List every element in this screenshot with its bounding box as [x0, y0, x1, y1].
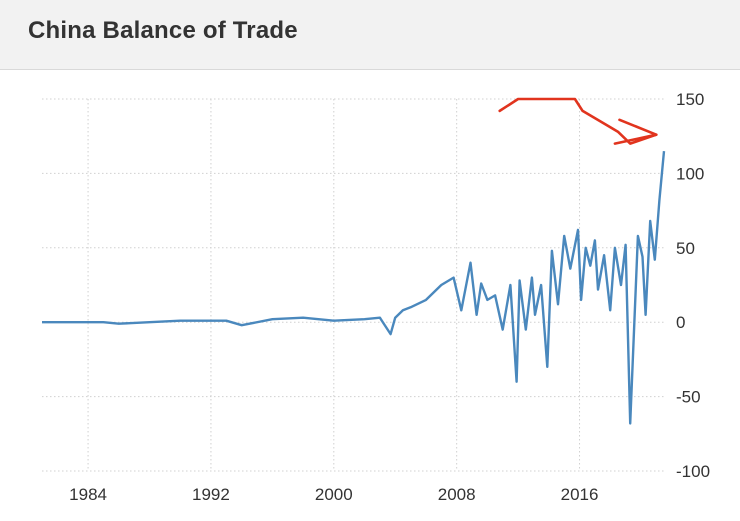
chart-header: China Balance of Trade	[0, 0, 740, 70]
balance-of-trade-chart: 1984 1992 2000 2008 2016 150 100 50 0 -50 -100	[42, 90, 710, 504]
x-tick-label: 2000	[315, 485, 353, 504]
y-tick-label: 0	[676, 313, 685, 332]
x-tick-label: 1992	[192, 485, 230, 504]
chart-area: 1984 1992 2000 2008 2016 150 100 50 0 -50 -100	[0, 70, 740, 521]
y-tick-label: -50	[676, 388, 701, 407]
y-axis-ticks: 150 100 50 0 -50 -100	[676, 90, 710, 481]
grid-lines	[42, 98, 664, 472]
x-tick-label: 1984	[69, 485, 107, 504]
hand-drawn-arrow-head	[613, 118, 658, 145]
y-tick-label: 50	[676, 239, 695, 258]
y-tick-label: 100	[676, 164, 704, 183]
x-tick-label: 2016	[561, 485, 599, 504]
red-annotation-arrow	[498, 97, 658, 145]
x-tick-label: 2008	[438, 485, 476, 504]
y-tick-label: 150	[676, 90, 704, 109]
chart-title: China Balance of Trade	[28, 17, 298, 44]
y-tick-label: -100	[676, 462, 710, 481]
x-axis-ticks: 1984 1992 2000 2008 2016	[69, 485, 598, 504]
hand-drawn-arrow	[498, 97, 658, 145]
balance-series-line	[42, 150, 666, 425]
